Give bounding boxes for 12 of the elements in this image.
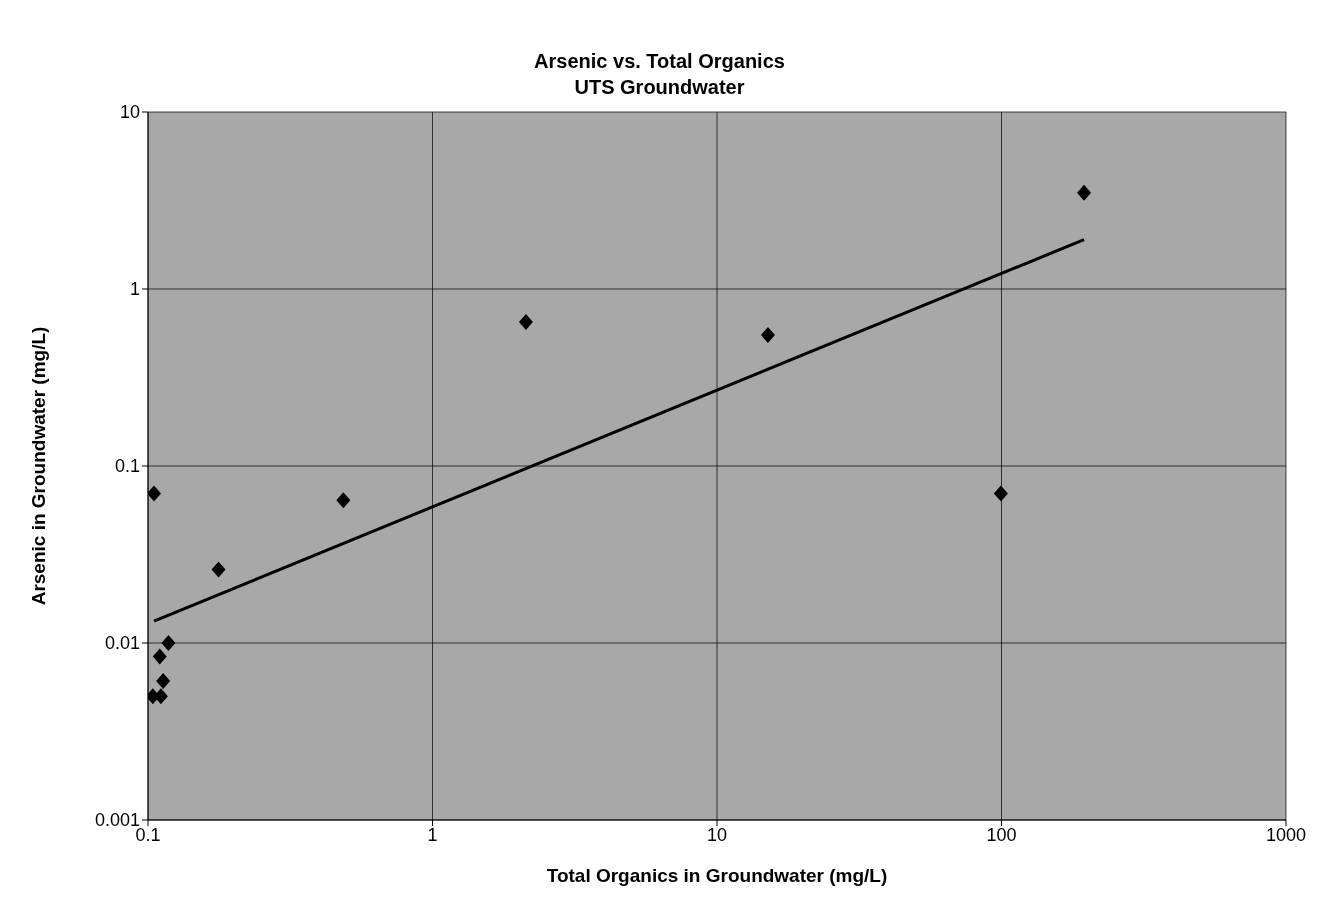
x-tick-label: 1000 bbox=[1265, 824, 1307, 845]
y-tick-label: 0.01 bbox=[104, 633, 140, 654]
chart-title: Arsenic vs. Total Organics bbox=[533, 49, 786, 74]
y-axis-title: Arsenic in Groundwater (mg/L) bbox=[27, 326, 49, 606]
y-tick-label: 10 bbox=[119, 102, 140, 123]
x-axis-title: Total Organics in Groundwater (mg/L) bbox=[546, 865, 888, 886]
chart-subtitle: UTS Groundwater bbox=[573, 75, 746, 100]
x-tick-label: 10 bbox=[706, 824, 728, 845]
x-tick-label: 1 bbox=[427, 824, 438, 845]
x-tick-label: 100 bbox=[986, 824, 1017, 845]
y-tick-label: 1 bbox=[129, 279, 140, 300]
y-tick-label: 0.1 bbox=[114, 456, 140, 477]
